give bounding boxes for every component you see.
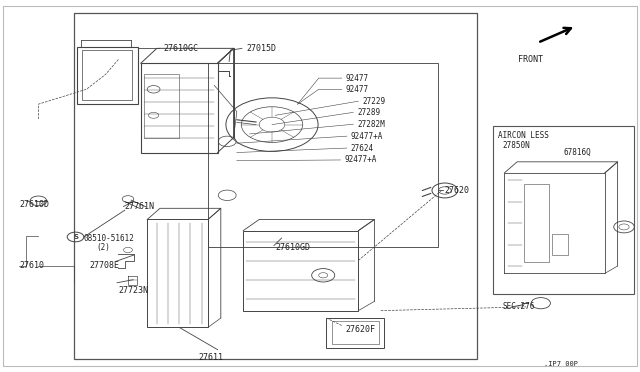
Text: .IP7 00P: .IP7 00P [544, 361, 578, 367]
Text: 08510-51612: 08510-51612 [83, 234, 134, 243]
Text: 92477: 92477 [346, 85, 369, 94]
Text: 27610GC: 27610GC [163, 44, 198, 53]
Bar [82, 50, 132, 100]
Text: AIRCON LESS: AIRCON LESS [498, 131, 548, 140]
Text: 27282M: 27282M [357, 120, 385, 129]
Text: 27610GD: 27610GD [275, 243, 310, 252]
Bar [77, 46, 138, 104]
Text: SEC.276: SEC.276 [502, 302, 535, 311]
Text: 27610D: 27610D [19, 200, 49, 209]
Text: 27611: 27611 [198, 353, 223, 362]
Bar [141, 63, 218, 153]
Text: 27624: 27624 [351, 144, 374, 153]
Text: 92477+A: 92477+A [344, 155, 377, 164]
Text: 27620: 27620 [445, 186, 470, 195]
Bar [243, 231, 358, 311]
Text: 27850N: 27850N [502, 141, 530, 150]
Text: 67816Q: 67816Q [563, 148, 591, 157]
Text: 27708E: 27708E [90, 262, 120, 270]
Bar [524, 184, 549, 262]
Bar [552, 234, 568, 255]
Bar [74, 13, 477, 359]
Text: 27229: 27229 [362, 97, 385, 106]
Text: 27723N: 27723N [118, 286, 148, 295]
Text: (2): (2) [96, 243, 110, 252]
Bar [332, 321, 379, 344]
Text: 92477: 92477 [346, 74, 369, 83]
Text: S: S [73, 234, 78, 240]
Bar [326, 318, 384, 348]
Bar [208, 63, 438, 247]
Text: 27620F: 27620F [346, 325, 376, 334]
Text: FRONT: FRONT [518, 55, 543, 64]
Bar [493, 126, 634, 294]
Bar [144, 74, 179, 138]
Bar [147, 219, 208, 327]
Text: 27289: 27289 [357, 108, 380, 117]
Text: 92477+A: 92477+A [351, 132, 383, 141]
Text: 27761N: 27761N [125, 202, 155, 211]
Text: 27610: 27610 [19, 262, 44, 270]
Text: 27015D: 27015D [246, 44, 276, 53]
